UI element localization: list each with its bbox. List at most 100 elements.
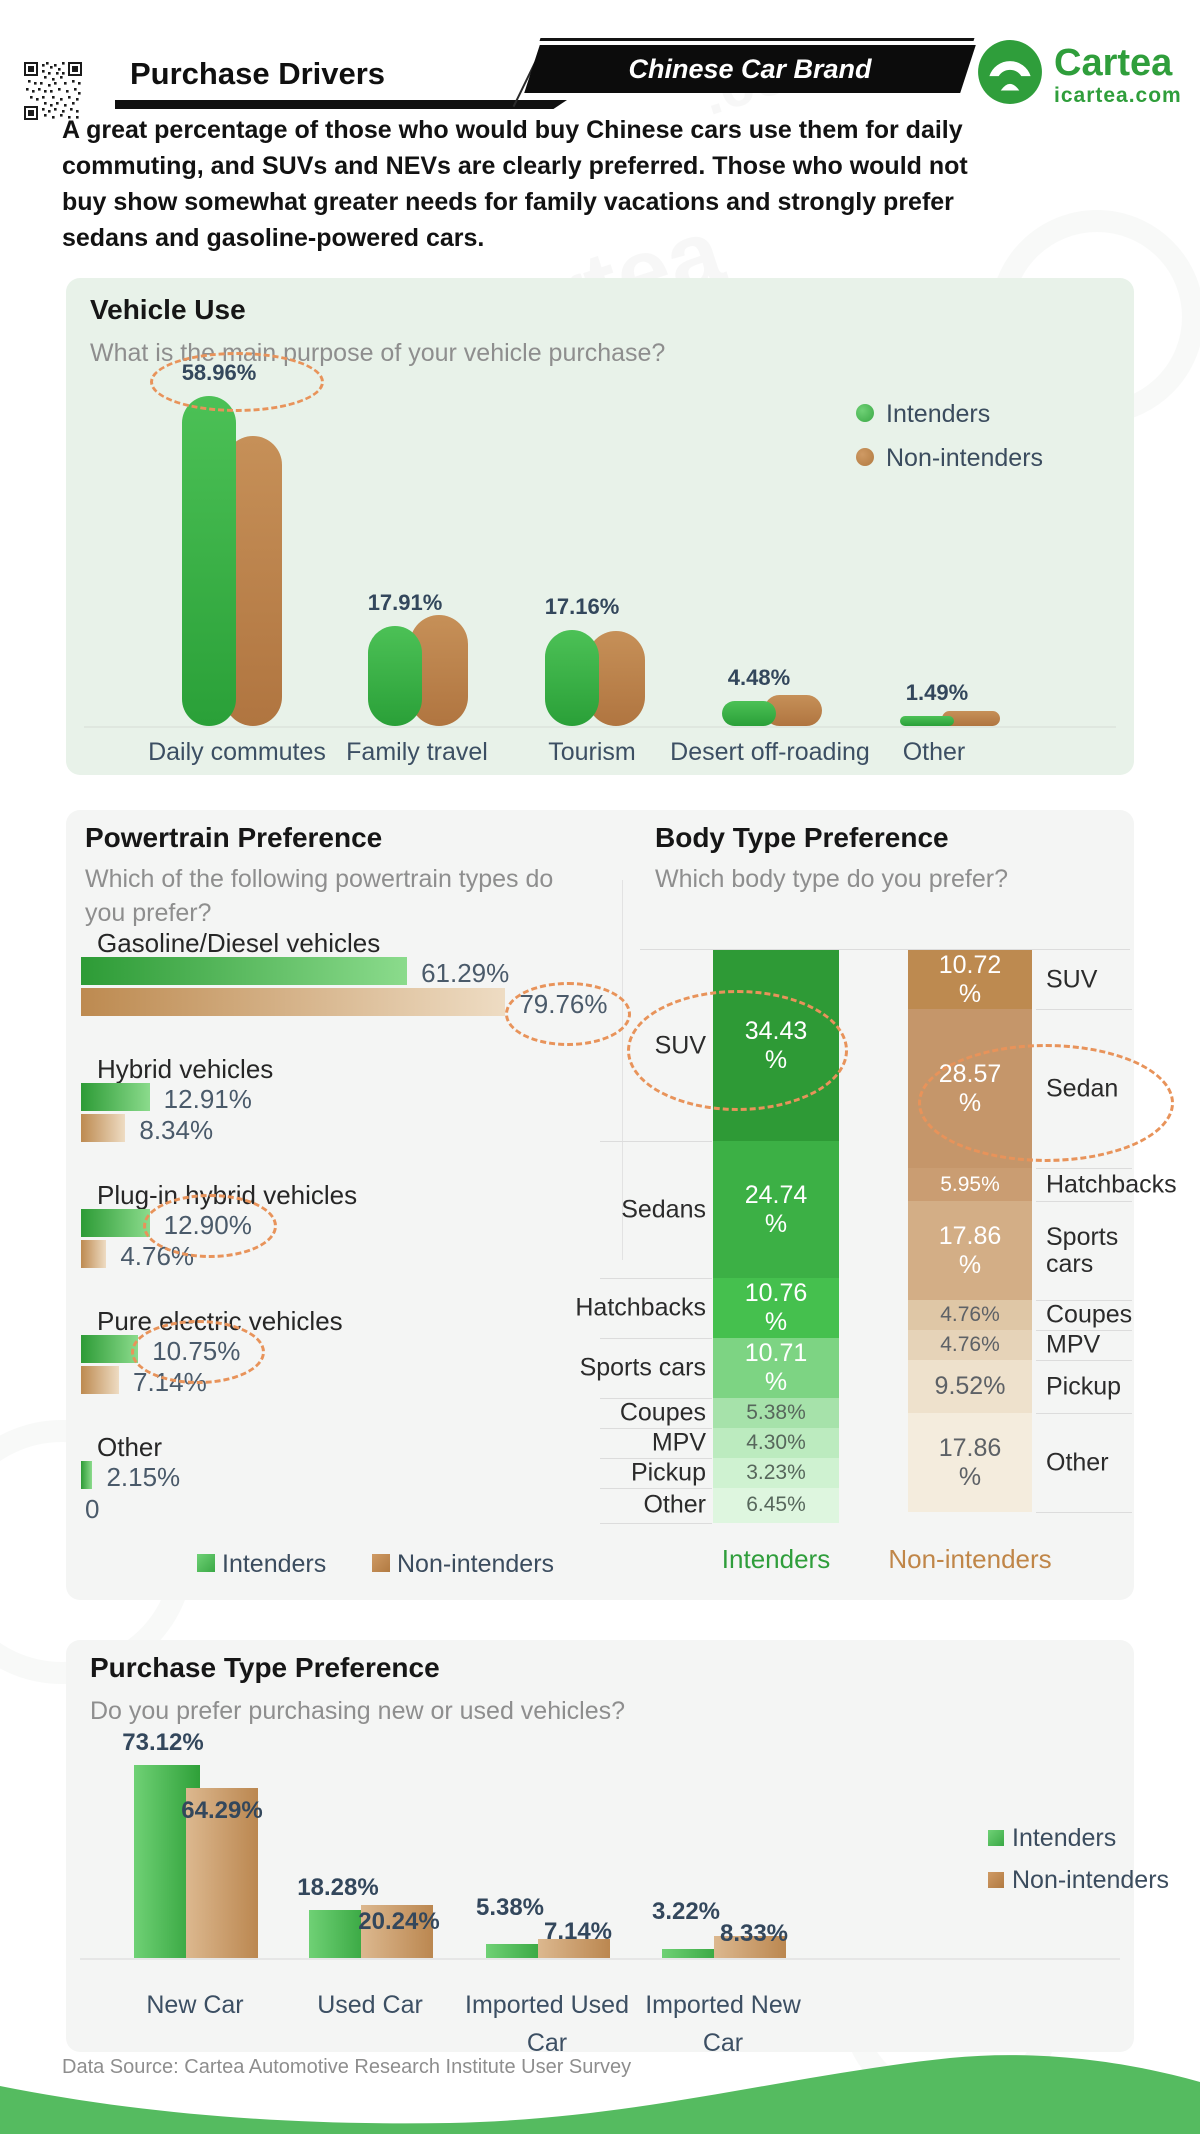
body-type-grid-line <box>1036 1413 1132 1415</box>
body-type-grid-line <box>600 1427 712 1429</box>
powertrain-subtitle: Which of the following powertrain types … <box>85 865 554 927</box>
purchase-type-title: Purchase Type Preference <box>90 1652 440 1683</box>
body-type-subtitle: Which body type do you prefer? <box>655 865 1008 893</box>
banner: Chinese Car Brand <box>524 45 976 93</box>
powertrain-value-intenders: 10.75% <box>152 1336 241 1366</box>
body-type-segment-value: 9.52% <box>934 1372 1006 1401</box>
legend-label-non-intenders: Non-intenders <box>886 444 1044 472</box>
purchase-category-label: Imported New Car <box>645 1991 801 2057</box>
legend-dot-non-intenders <box>856 448 874 466</box>
body-type-segment-intenders <box>713 1278 839 1339</box>
body-type-category-label: Hatchbacks <box>575 1293 706 1322</box>
brand-name: Cartea <box>1054 42 1173 84</box>
powertrain-bar-non-intenders <box>81 988 506 1016</box>
legend-swatch-intenders <box>988 1830 1004 1846</box>
purchase-value-intenders: 18.28% <box>297 1874 379 1901</box>
purchase-category-label: Imported Used Car <box>465 1991 629 2057</box>
body-type-category-label: MPV <box>1046 1330 1101 1359</box>
body-type-grid-line <box>1036 1168 1132 1170</box>
purchase-type-subtitle: Do you prefer purchasing new or used veh… <box>90 1697 626 1725</box>
body-type-segment-intenders <box>713 1141 839 1279</box>
body-type-segment-value: 4.76% <box>940 1303 1000 1327</box>
data-source: Data Source: Cartea Automotive Research … <box>62 2056 632 2078</box>
powertrain-bar-intenders <box>81 1335 139 1363</box>
body-type-category-label: Pickup <box>1046 1372 1122 1401</box>
footer-wave <box>0 2055 1200 2134</box>
purchase-value-intenders: 5.38% <box>475 1894 545 1921</box>
body-type-segment-non-intenders <box>908 1330 1032 1361</box>
column-label-non-intenders: Non-intenders <box>888 1544 1052 1574</box>
body-type-segment-value: 24.74 % <box>744 1180 808 1238</box>
body-type-segment-value: 28.57 % <box>938 1059 1002 1117</box>
vehicle-bar-intenders <box>722 700 776 726</box>
legend-swatch-non-intenders <box>372 1554 390 1572</box>
legend-label-intenders: Intenders <box>222 1550 327 1578</box>
body-type-category-label: Coupes <box>1046 1300 1133 1329</box>
legend-label-non-intenders: Non-intenders <box>397 1550 555 1578</box>
section-divider <box>622 880 623 1260</box>
purchase-value-non-intenders: 64.29% <box>181 1797 263 1824</box>
legend-swatch-intenders <box>197 1554 215 1572</box>
body-type-segment-non-intenders <box>908 1413 1032 1513</box>
body-type-segment-value: 6.45% <box>746 1493 806 1517</box>
body-type-category-label: Sedans <box>621 1195 706 1224</box>
body-type-segment-non-intenders <box>908 1300 1032 1331</box>
vehicle-category-label: Daily commutes <box>148 738 326 766</box>
powertrain-category-label: Gasoline/Diesel vehicles <box>97 928 381 958</box>
banner-label: Chinese Car Brand <box>628 54 872 84</box>
body-type-category-label: Other <box>643 1490 706 1519</box>
vehicle-value-label: 58.96% <box>181 359 257 385</box>
powertrain-value-intenders: 2.15% <box>106 1462 181 1492</box>
body-type-segment-value: 3.23% <box>746 1460 806 1484</box>
title-underline <box>115 100 567 109</box>
legend-label-intenders: Intenders <box>1012 1824 1117 1852</box>
body-type-grid-line <box>600 1141 712 1143</box>
column-label-intenders: Intenders <box>721 1544 831 1574</box>
page-title: Purchase Drivers <box>130 56 386 91</box>
vehicle-bar-intenders <box>368 625 422 726</box>
powertrain-category-label: Pure electric vehicles <box>97 1306 343 1336</box>
body-type-category-label: Sports cars <box>1046 1222 1119 1278</box>
body-type-grid-line <box>600 1338 712 1340</box>
body-type-segment-intenders <box>713 1457 839 1488</box>
purchase-bar-non-intenders <box>714 1936 786 1958</box>
body-type-grid-line <box>1036 1009 1132 1011</box>
body-type-segment-value: 10.76 % <box>744 1279 808 1337</box>
body-type-category-label: SUV <box>654 1031 706 1060</box>
legend-dot-intenders <box>856 404 874 422</box>
vehicle-category-label: Other <box>902 738 966 766</box>
purchase-value-intenders: 3.22% <box>651 1898 721 1925</box>
body-type-title: Body Type Preference <box>655 822 949 853</box>
body-type-segment-value: 17.86 % <box>938 1221 1002 1279</box>
body-type-segment-non-intenders <box>908 1168 1032 1202</box>
body-type-segment-value: 4.30% <box>746 1430 806 1454</box>
vehicle-bar-intenders <box>182 395 236 726</box>
body-type-grid-line <box>1036 1201 1132 1203</box>
qr-code <box>24 62 82 120</box>
body-type-category-label: Coupes <box>619 1398 706 1427</box>
body-type-segment-non-intenders <box>908 1201 1032 1301</box>
intro-text: A great percentage of those who would bu… <box>62 116 968 252</box>
purchase-category-label: Used Car <box>317 1991 423 2019</box>
powertrain-bar-intenders <box>81 1083 150 1111</box>
powertrain-category-label: Plug-in hybrid vehicles <box>97 1180 358 1210</box>
vehicle-use-subtitle: What is the main purpose of your vehicle… <box>90 339 666 367</box>
powertrain-value-non-intenders: 4.76% <box>120 1241 195 1271</box>
vehicle-value-label: 17.16% <box>544 593 620 619</box>
legend-label-intenders: Intenders <box>886 400 991 428</box>
purchase-bar-non-intenders <box>361 1904 433 1958</box>
purchase-bar-non-intenders <box>538 1939 610 1958</box>
body-type-category-label: Other <box>1046 1448 1109 1477</box>
vehicle-value-label: 4.48% <box>727 664 791 690</box>
purchase-bar-non-intenders <box>186 1788 258 1958</box>
vehicle-value-label: 17.91% <box>367 589 443 615</box>
vehicle-use-title: Vehicle Use <box>90 294 246 325</box>
body-type-grid-line <box>1036 1360 1132 1362</box>
body-type-segment-value: 4.76% <box>940 1333 1000 1357</box>
body-type-segment-intenders <box>713 1397 839 1428</box>
body-type-category-label: Sedan <box>1046 1074 1119 1103</box>
body-type-grid-line <box>600 1487 712 1489</box>
banner-top-line <box>539 38 975 41</box>
body-type-category-label: Pickup <box>630 1458 706 1487</box>
